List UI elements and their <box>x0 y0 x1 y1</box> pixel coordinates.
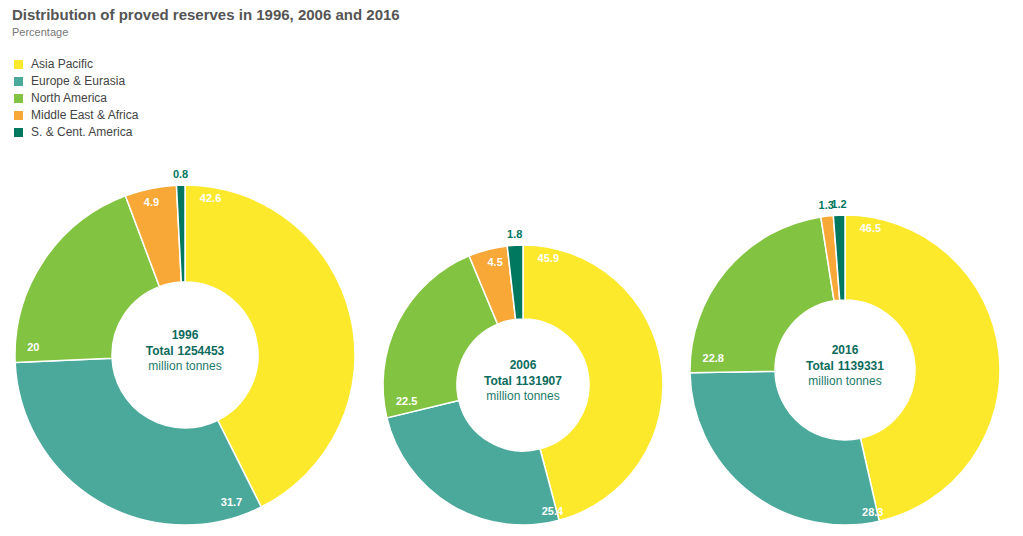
slice <box>507 245 523 319</box>
center-label: 2006 Total 1131907million tonnes <box>484 358 562 403</box>
data-label: 20 <box>27 341 39 353</box>
legend-swatch <box>14 60 23 69</box>
total-label: Total <box>146 344 174 358</box>
data-label: 0.8 <box>173 168 188 180</box>
legend-swatch <box>14 94 23 103</box>
data-label: 28.3 <box>862 506 883 518</box>
total: Total 1131907 <box>484 374 562 388</box>
legend: Asia Pacific Europe & Eurasia North Americ… <box>14 57 139 139</box>
data-label: 46.5 <box>860 222 881 234</box>
year: 2006 <box>510 358 537 372</box>
legend-label: Middle East & Africa <box>31 108 139 122</box>
legend-label: S. & Cent. America <box>31 125 133 139</box>
slices <box>690 215 1000 525</box>
year: 1996 <box>172 328 199 342</box>
slice <box>690 371 879 525</box>
year: 2016 <box>832 343 859 357</box>
slice <box>690 217 834 373</box>
legend-swatch <box>14 128 23 137</box>
total: Total 1254453 <box>146 344 225 358</box>
total-label: Total <box>806 359 834 373</box>
total-label: Total <box>484 374 512 388</box>
unit: million tonnes <box>486 389 559 403</box>
legend-swatch <box>14 77 23 86</box>
slice <box>176 185 185 282</box>
donut: 45.9 25.4 22.5 4.5 1.8 2006 Total 1131907millio… <box>383 228 663 525</box>
data-label: 31.7 <box>221 496 242 508</box>
legend-label: Europe & Eurasia <box>31 74 125 88</box>
data-label: 4.5 <box>487 256 502 268</box>
slices <box>383 245 663 525</box>
total-value: 1139331 <box>838 359 884 373</box>
total: Total 1139331 <box>806 359 884 373</box>
chart: Distribution of proved reserves in 1996,… <box>0 0 1023 536</box>
data-labels: 42.6 31.7 20 4.9 0.8 <box>27 168 242 508</box>
donut: 42.6 31.7 20 4.9 0.8 1996 Total 1254453million … <box>15 168 355 525</box>
data-label: 1.2 <box>831 198 846 210</box>
slice <box>125 185 181 286</box>
donut: 46.528.322.81.31.22016Total1139331millio… <box>690 198 1000 525</box>
slice <box>833 215 845 300</box>
center-label: 1996 Total 1254453million tonnes <box>146 328 225 373</box>
total-value: 1131907 <box>516 374 562 388</box>
data-labels: 46.528.322.81.31.2 <box>703 198 884 518</box>
slice <box>15 358 261 525</box>
data-label: 25.4 <box>542 505 564 517</box>
data-labels: 45.9 25.4 22.5 4.5 1.8 <box>396 228 564 517</box>
total-value: 1254453 <box>178 344 225 358</box>
slices <box>15 185 355 525</box>
data-label: 22.5 <box>396 395 417 407</box>
slice <box>387 400 559 525</box>
center-label: 2016 Total 1139331million tonnes <box>806 343 884 388</box>
legend-swatch <box>14 111 23 120</box>
data-label: 42.6 <box>200 192 221 204</box>
unit: million tonnes <box>808 374 881 388</box>
title: Distribution of proved reserves in 1996,… <box>12 6 400 23</box>
data-label: 4.9 <box>144 196 159 208</box>
data-label: 22.8 <box>703 352 724 364</box>
unit: million tonnes <box>148 359 221 373</box>
legend-label: North America <box>31 91 107 105</box>
subtitle: Percentage <box>12 26 68 38</box>
data-label: 45.9 <box>538 252 559 264</box>
legend-label: Asia Pacific <box>31 57 93 71</box>
data-label: 1.8 <box>507 228 522 240</box>
